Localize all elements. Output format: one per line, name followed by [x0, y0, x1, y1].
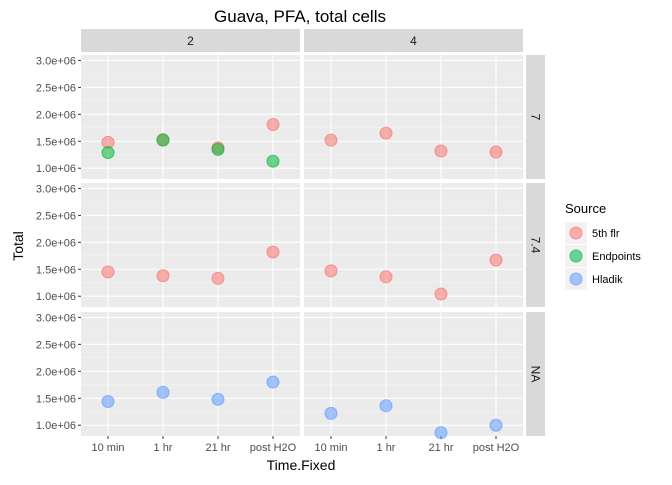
y-tick-label: 2.5e+06	[36, 339, 76, 351]
data-point	[156, 385, 170, 399]
y-tick-label: 1.5e+06	[36, 264, 76, 276]
series-endpoints	[101, 133, 280, 168]
data-point	[101, 146, 115, 160]
y-tick-label: 1.5e+06	[36, 136, 76, 148]
data-point	[266, 118, 280, 132]
legend-key-swatch	[569, 272, 583, 286]
legend-items: 5th flr Endpoints Hladik	[565, 222, 641, 290]
legend: Source 5th flr Endpoints Hladik	[565, 201, 641, 290]
y-tick-label: 2.0e+06	[36, 237, 76, 249]
legend-item-label: 5th flr	[592, 228, 620, 240]
facet-strip-row-7	[526, 55, 545, 179]
y-tick-label: 2.0e+06	[36, 366, 76, 378]
x-tick-label: 1 hr	[154, 442, 173, 454]
y-tick-label: 1.0e+06	[36, 291, 76, 303]
y-tick-label: 2.5e+06	[36, 82, 76, 94]
y-axis-title: Total	[10, 231, 26, 261]
y-tick-label: 2.5e+06	[36, 210, 76, 222]
panel-background	[81, 312, 300, 436]
y-tick-label: 3.0e+06	[36, 312, 76, 324]
data-point	[379, 399, 393, 413]
data-point	[101, 265, 115, 279]
legend-item-label: Endpoints	[592, 251, 641, 263]
data-point	[211, 392, 225, 406]
x-tick-label: 10 min	[91, 442, 124, 454]
facet-strip-row-7.4	[526, 183, 545, 307]
x-axis-title: Time.Fixed	[267, 457, 336, 473]
x-tick-label: post H2O	[473, 442, 520, 454]
y-tick-label: 1.0e+06	[36, 163, 76, 175]
y-tick-label: 2.0e+06	[36, 109, 76, 121]
x-tick-label: post H2O	[250, 442, 297, 454]
data-point	[266, 375, 280, 389]
facet-strip-col-label: 2	[187, 34, 194, 48]
data-point	[379, 126, 393, 140]
panel-background	[304, 183, 523, 307]
y-tick-label: 1.5e+06	[36, 393, 76, 405]
legend-key-swatch	[569, 249, 583, 263]
data-point	[324, 406, 338, 420]
facet-strip-row-label: 7.4	[529, 237, 543, 254]
facet-strip-row-label: 7	[529, 114, 543, 121]
x-tick-label: 10 min	[314, 442, 347, 454]
data-point	[211, 271, 225, 285]
x-tick-label: 21 hr	[205, 442, 230, 454]
data-point	[489, 145, 503, 159]
facet-strip-col-4	[304, 29, 523, 52]
series-hladik	[101, 375, 503, 440]
facet-panels: 2 4 7 7.4 NA 1.0e+06 1.5e+06 2.0e+06 2.5e+06 3.0e…	[36, 29, 545, 454]
data-point	[434, 144, 448, 158]
panel-background	[304, 312, 523, 436]
y-tick-label: 3.0e+06	[36, 55, 76, 67]
facet-strip-col-label: 4	[410, 34, 417, 48]
data-point	[156, 269, 170, 283]
data-point	[434, 426, 448, 440]
legend-item-label: Hladik	[592, 274, 623, 286]
chart-title: Guava, PFA, total cells	[214, 7, 386, 26]
data-point	[489, 253, 503, 267]
data-point	[101, 394, 115, 408]
y-tick-label: 3.0e+06	[36, 183, 76, 195]
data-point	[266, 245, 280, 259]
x-tick-label: 1 hr	[377, 442, 396, 454]
panel-background	[81, 183, 300, 307]
legend-title: Source	[565, 201, 606, 216]
data-point	[434, 287, 448, 301]
data-point	[324, 133, 338, 147]
facet-strip-row-label: NA	[529, 366, 543, 383]
legend-key-swatch	[569, 226, 583, 240]
data-point	[211, 142, 225, 156]
y-tick-label: 1.0e+06	[36, 420, 76, 432]
data-point	[379, 270, 393, 284]
data-point	[324, 264, 338, 278]
data-point	[266, 154, 280, 168]
panel-background	[304, 55, 523, 179]
x-tick-label: 21 hr	[428, 442, 453, 454]
facet-strip-col-2	[81, 29, 300, 52]
facet-strip-row-NA	[526, 312, 545, 436]
panel-background	[81, 55, 300, 179]
data-point	[156, 133, 170, 147]
data-point	[489, 418, 503, 432]
